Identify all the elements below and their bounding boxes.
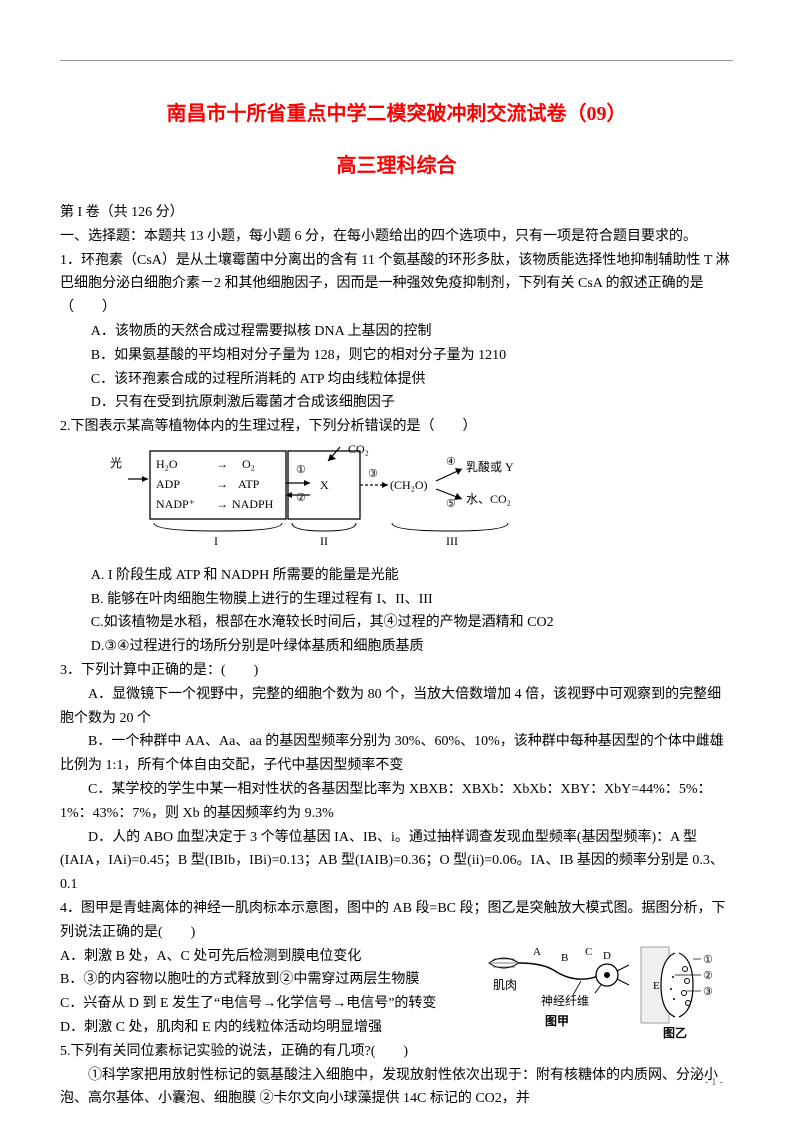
q3-option-a: A．显微镜下一个视野中，完整的细胞个数为 80 个，当放大倍数增加 4 倍，该视…	[60, 683, 733, 731]
q2-option-b: B. 能够在叶肉细胞生物膜上进行的生理过程有 I、II、III	[60, 588, 733, 612]
q2-option-d: D.③④过程进行的场所分别是叶绿体基质和细胞质基质	[60, 635, 733, 659]
q2-adp: ADP	[156, 477, 180, 491]
q4-D: D	[603, 950, 611, 962]
q4-n1: ①	[703, 954, 713, 966]
q2-arrow1: →	[216, 457, 228, 471]
q2-arrow3: →	[216, 497, 228, 511]
q2-out-b: 水、CO₂	[466, 492, 511, 506]
q4-stem: 4．图甲是青蛙离体的神经一肌肉标本示意图，图中的 AB 段=BC 段；图乙是突触…	[60, 897, 733, 945]
q2-diagram: H₂O → O₂ ADP → ATP NADP⁺ → NADPH 光 X CO₂…	[110, 443, 733, 560]
q2-nadph: NADPH	[232, 497, 274, 511]
q2-co2-top: CO₂	[348, 443, 369, 456]
q2-option-a: A. I 阶段生成 ATP 和 NADPH 所需要的能量是光能	[60, 564, 733, 588]
q2-x: X	[320, 478, 329, 492]
q1-option-a: A．该物质的天然合成过程需要拟核 DNA 上基因的控制	[60, 320, 733, 344]
q2-roman-3: III	[446, 534, 458, 548]
q2-out-a: 乳酸或 Y	[466, 459, 514, 474]
q2-roman-1: I	[214, 534, 218, 548]
q2-diagram-svg: H₂O → O₂ ADP → ATP NADP⁺ → NADPH 光 X CO₂…	[110, 443, 530, 551]
q3-stem: 3．下列计算中正确的是：( )	[60, 659, 733, 683]
q2-option-c: C.如该植物是水稻，根部在水淹较长时间后，其④过程的产物是酒精和 CO2	[60, 611, 733, 635]
section-instructions: 一、选择题：本题共 13 小题，每小题 6 分，在每小题给出的四个选项中，只有一…	[60, 225, 733, 249]
q3-option-b: B．一个种群中 AA、Aa、aa 的基因型频率分别为 30%、60%、10%，该…	[60, 730, 733, 778]
q4-diagram: 肌肉 A B C D 神经纤维 图甲 E ①	[485, 945, 715, 1050]
q5-item1: ①科学家把用放射性标记的氨基酸注入细胞中，发现放射性依次出现于：附有核糖体的内质…	[60, 1064, 733, 1112]
q2-atp: ATP	[238, 477, 260, 491]
q2-light-label: 光	[110, 456, 122, 470]
q4-C: C	[585, 946, 592, 958]
top-rule	[60, 60, 733, 61]
q4-n3: ③	[703, 986, 713, 998]
q2-circ2: ②	[296, 492, 306, 504]
title-sub: 高三理科综合	[60, 149, 733, 183]
q4-muscle-label: 肌肉	[493, 978, 517, 992]
q2-roman-2: II	[320, 534, 328, 548]
q3-option-c: C．某学校的学生中某一相对性状的各基因型比率为 XBXB：XBXb：XbXb：X…	[60, 778, 733, 826]
q2-h2o: H₂O	[156, 457, 178, 471]
q2-o2: O₂	[242, 457, 255, 471]
q4-yi-label: 图乙	[663, 1026, 687, 1040]
q2-stem: 2.下图表示某高等植物体内的生理过程，下列分析错误的是（ ）	[60, 415, 733, 439]
q2-circ3: ③	[368, 468, 378, 480]
q4-diagram-svg: 肌肉 A B C D 神经纤维 图甲 E ①	[485, 945, 715, 1041]
q4-n2: ②	[703, 970, 713, 982]
q2-arrow2: →	[216, 477, 228, 491]
q4-nerve-label: 神经纤维	[541, 994, 589, 1008]
q1-stem: 1．环孢素（CsA）是从土壤霉菌中分离出的含有 11 个氨基酸的环形多肽，该物质…	[60, 249, 733, 320]
q3-option-d: D．人的 ABO 血型决定于 3 个等位基因 IA、IB、i。通过抽样调查发现血…	[60, 826, 733, 897]
q4-E: E	[653, 980, 660, 992]
q4-A: A	[533, 946, 541, 958]
q2-nadp: NADP⁺	[156, 497, 195, 511]
page-number: - 1 -	[705, 1073, 723, 1092]
q4-jia-label: 图甲	[545, 1014, 569, 1028]
q1-option-b: B．如果氨基酸的平均相对分子量为 128，则它的相对分子量为 1210	[60, 344, 733, 368]
q1-option-d: D．只有在受到抗原刺激后霉菌才合成该细胞因子	[60, 391, 733, 415]
q1-option-c: C．该环孢素合成的过程所消耗的 ATP 均由线粒体提供	[60, 368, 733, 392]
title-main: 南昌市十所省重点中学二模突破冲刺交流试卷（09）	[60, 97, 733, 131]
q2-circ4: ④	[446, 456, 456, 468]
section-header: 第 I 卷（共 126 分）	[60, 201, 733, 225]
q2-ch2o: (CH₂O)	[390, 478, 428, 492]
q4-B: B	[561, 952, 568, 964]
q2-circ1: ①	[296, 464, 306, 476]
